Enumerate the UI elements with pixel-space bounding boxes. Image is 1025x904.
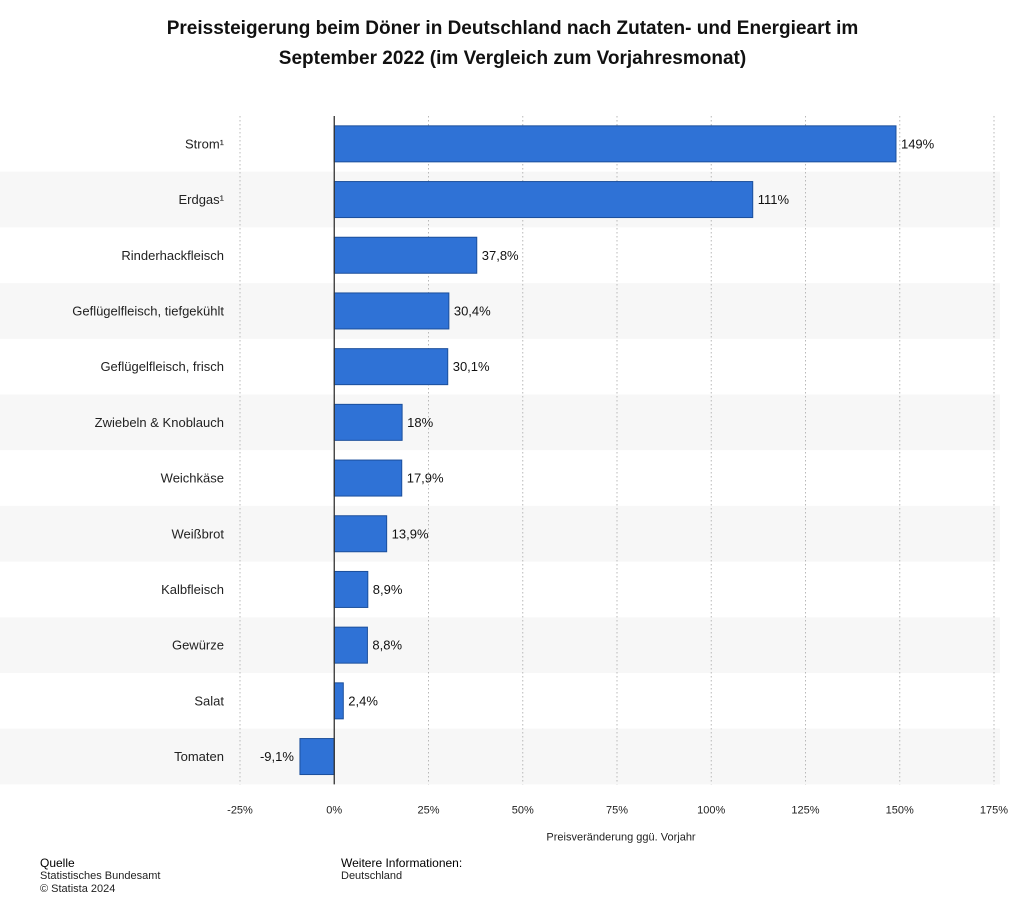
info-region: Deutschland [341,870,403,882]
category-label: Geflügelfleisch, frisch [100,359,224,374]
bar [333,348,449,386]
category-label: Erdgas¹ [178,192,224,207]
bar [333,236,478,274]
bar [333,459,403,497]
bar [333,515,388,553]
bar [333,682,344,720]
chart-title-line-1: Preissteigerung beim Döner in Deutschlan… [166,18,859,39]
source-name: Statistisches Bundesamt [40,870,161,882]
value-label: 37,8% [482,248,519,263]
info-block: Weitere Informationen: Deutschland [341,857,462,883]
chart-title: Preissteigerung beim Döner in Deutschlan… [60,14,965,74]
category-label: Gewürze [172,638,224,653]
value-label: 30,4% [454,303,491,318]
value-label: 13,9% [392,526,429,541]
x-tick-label: 150% [886,804,914,816]
bar [333,403,403,441]
row-stripe [0,728,1000,785]
row-stripe [0,505,1000,562]
value-label: 17,9% [407,471,444,486]
row-stripe [0,394,1000,451]
value-labels: 149% 111% 37,8% 30,4% 30,1% 18% 17,9% 13,9% 8,9%… [260,136,935,764]
x-tick-label: 175% [980,804,1008,816]
bar [333,181,754,219]
value-label: 8,9% [373,582,403,597]
x-axis-title: Preisveränderung ggü. Vorjahr [546,831,696,843]
source-heading: Quelle [40,856,75,870]
category-label: Rinderhackfleisch [121,248,224,263]
x-tick-label: 0% [326,804,342,816]
x-tick-label: 75% [606,804,628,816]
value-label: 2,4% [348,693,378,708]
bar-chart: Strom¹ Erdgas¹ Rinderhackfleisch Geflügelfl… [0,116,1009,844]
category-label: Weichkäse [161,471,224,486]
bars [299,125,897,776]
source-block: Quelle Statistisches Bundesamt © Statist… [40,857,160,896]
category-labels: Strom¹ Erdgas¹ Rinderhackfleisch Geflügelfl… [72,136,224,764]
value-label: 18% [407,415,433,430]
row-stripes [0,171,1000,785]
bar [333,626,368,664]
x-tick-labels: -25% 0% 25% 50% 75% 100% 125% 150% 175% [227,804,1008,816]
row-stripe [0,283,1000,339]
chart-title-line-2: September 2022 (im Vergleich zum Vorjahr… [278,48,747,69]
x-tick-label: 125% [791,804,819,816]
value-label: 8,8% [372,638,402,653]
category-label: Strom¹ [185,136,225,151]
category-label: Tomaten [174,749,224,764]
bar [333,570,369,608]
value-label: 30,1% [453,359,490,374]
bar [299,738,335,776]
x-tick-label: 50% [512,804,534,816]
value-label: 111% [758,192,790,207]
x-tick-label: 100% [697,804,725,816]
grid-lines [239,116,995,785]
row-stripe [0,617,1000,673]
category-label: Salat [194,693,224,708]
bar [333,292,450,330]
category-label: Zwiebeln & Knoblauch [95,415,224,430]
info-heading: Weitere Informationen: [341,856,463,870]
copyright: © Statista 2024 [40,883,116,895]
value-label: 149% [901,136,935,151]
category-label: Weißbrot [172,526,225,541]
value-label: -9,1% [260,749,294,764]
x-tick-label: -25% [227,804,253,816]
category-label: Geflügelfleisch, tiefgekühlt [72,303,224,318]
bar [333,125,897,163]
category-label: Kalbfleisch [161,582,224,597]
x-tick-label: 25% [417,804,439,816]
